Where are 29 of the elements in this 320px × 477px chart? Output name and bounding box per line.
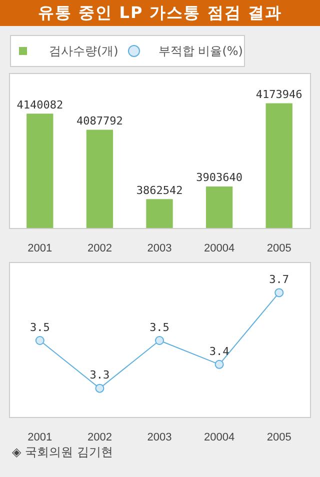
point xyxy=(95,384,104,393)
legend-label: 검사수량(개) xyxy=(49,42,118,60)
data-label: 4087792 xyxy=(76,114,123,128)
x-tick-label: 20004 xyxy=(204,432,235,444)
point xyxy=(214,360,224,369)
text: ◈ 국회의원 김기현 xyxy=(12,444,113,461)
x-tick-label: 2005 xyxy=(266,432,292,444)
data-label: 3.5 xyxy=(30,320,50,334)
x-tick-label: 2002 xyxy=(87,432,112,444)
x-tick-label: 20004 xyxy=(204,242,235,255)
x-tick-label: 2003 xyxy=(147,432,172,444)
x-tick-label: 2001 xyxy=(28,432,52,444)
point xyxy=(155,336,164,345)
data-label: 3903640 xyxy=(196,171,242,184)
legend-label: 부적합 비율(%) xyxy=(158,42,243,60)
data-label: 3862542 xyxy=(136,184,183,197)
x-tick-label: 2002 xyxy=(87,242,112,255)
point xyxy=(35,336,44,345)
x-tick-label: 2003 xyxy=(147,242,172,255)
data-label: 4173946 xyxy=(256,88,302,101)
chart-title: 유통 중인 LP 가스통 점검 결과 xyxy=(0,0,320,26)
x-tick-label: 2005 xyxy=(266,242,292,255)
data-label: 3.4 xyxy=(209,344,230,358)
data-label: 3.5 xyxy=(150,320,170,334)
data-label: 3.7 xyxy=(269,273,290,286)
point xyxy=(274,288,284,298)
data-label: 4140082 xyxy=(16,98,64,112)
data-label: 3.3 xyxy=(90,368,110,382)
x-tick-label: 2001 xyxy=(28,242,52,255)
